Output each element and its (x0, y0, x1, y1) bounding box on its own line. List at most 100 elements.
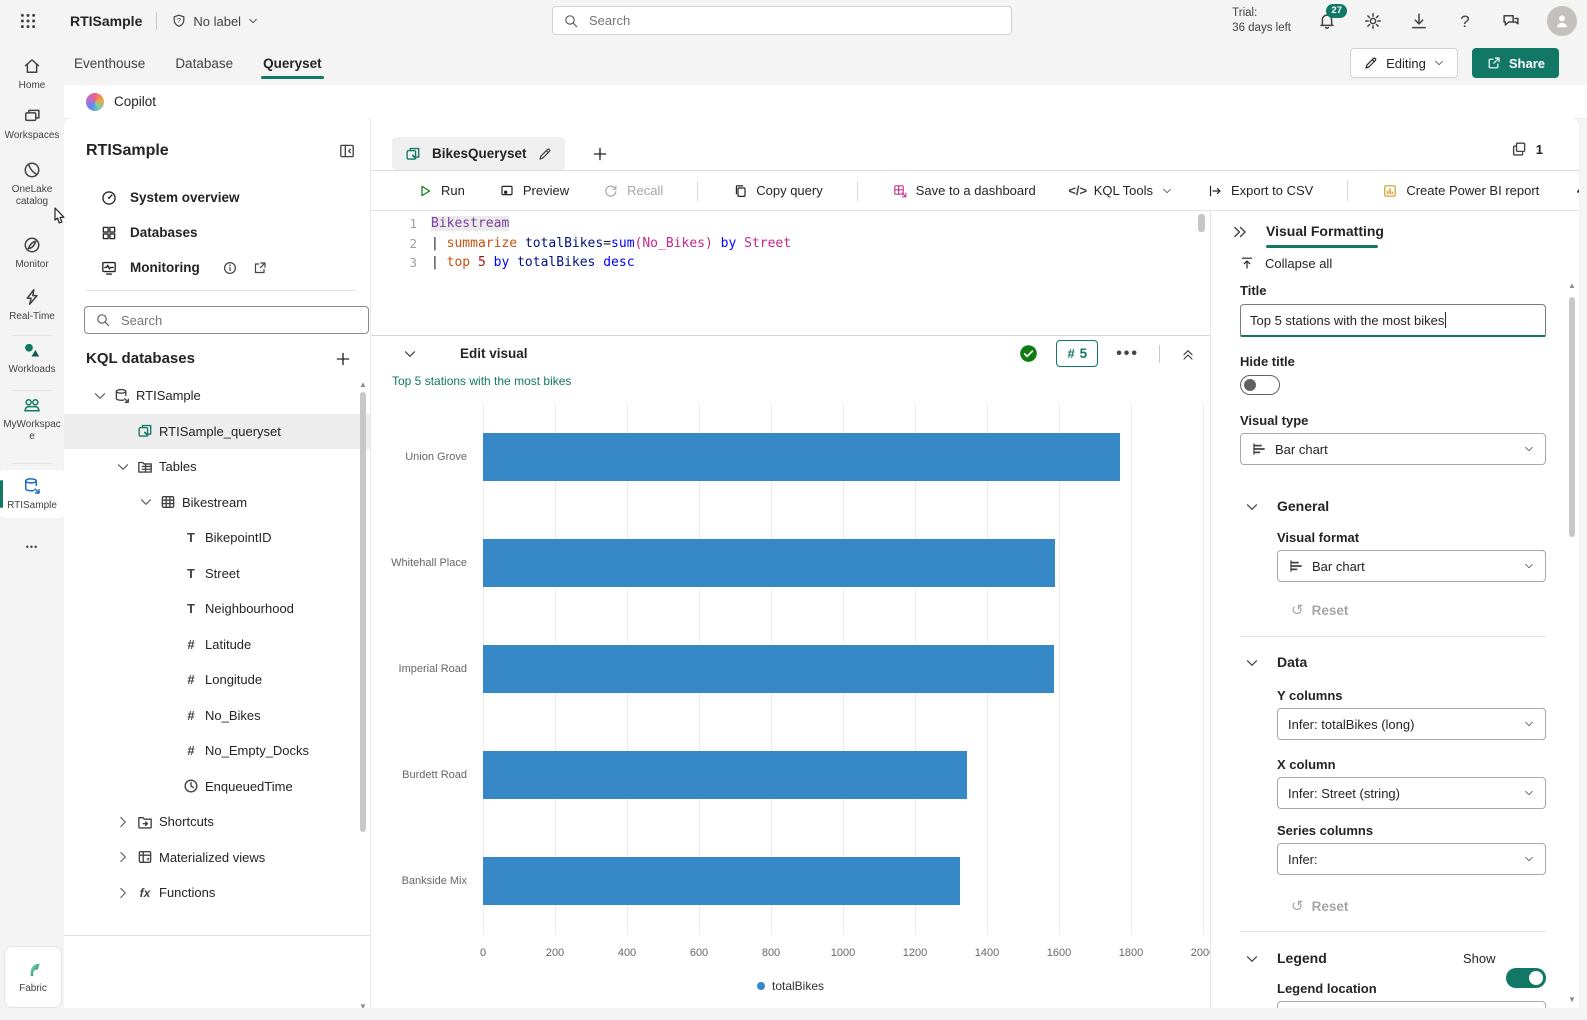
new-query-tab-icon[interactable] (591, 145, 609, 163)
downloads-button[interactable] (1409, 11, 1429, 31)
scroll-down-icon[interactable]: ▼ (1568, 995, 1576, 1004)
tree-item-tables[interactable]: Tables (64, 449, 370, 485)
chevron-right-icon[interactable] (115, 814, 131, 830)
settings-button[interactable] (1363, 11, 1383, 31)
chevron-down-icon[interactable] (115, 459, 131, 475)
tree-item-materialized-views[interactable]: Materialized views (64, 840, 370, 876)
avatar[interactable] (1547, 6, 1577, 36)
result-count-badge[interactable]: # 5 (1056, 340, 1099, 367)
legend-show-toggle[interactable] (1506, 968, 1546, 988)
rail-item-monitor[interactable]: Monitor (0, 235, 64, 271)
tree-item-shortcuts[interactable]: Shortcuts (64, 804, 370, 840)
toolbar-run-button[interactable]: Run (417, 183, 465, 199)
legend-location-dropdown[interactable] (1277, 1001, 1546, 1008)
tree-item-latitude[interactable]: # Latitude (64, 627, 370, 663)
code-line-3[interactable]: 3 | top 5 by totalBikes desc (371, 253, 1210, 273)
rail-item-fabric[interactable]: Fabric (4, 946, 62, 1008)
explorer-search[interactable] (84, 306, 369, 334)
scroll-up-icon[interactable]: ▲ (1568, 281, 1576, 290)
panel-scrollbar[interactable]: ▲ ▼ (1567, 281, 1577, 1008)
rail-item-rtisample[interactable]: RTISample (0, 470, 64, 518)
open-external-icon[interactable] (252, 260, 268, 276)
toolbar-recall-button[interactable]: Recall (603, 183, 663, 199)
tree-item-enqueuedtime[interactable]: EnqueuedTime (64, 769, 370, 805)
query-tab-biskesqueryset[interactable]: BikesQueryset (392, 137, 565, 170)
code-line-1[interactable]: 1 Bikestream (371, 214, 1210, 234)
feedback-button[interactable] (1501, 11, 1521, 31)
info-icon[interactable] (222, 260, 238, 276)
rail-item-onelake-catalog[interactable]: OneLake catalog (0, 160, 64, 208)
visual-type-dropdown[interactable]: Bar chart (1240, 433, 1546, 465)
tree-item-longitude[interactable]: # Longitude (64, 662, 370, 698)
tree-item-no-empty-docks[interactable]: # No_Empty_Docks (64, 733, 370, 769)
toolbar-create-power-bi-report-button[interactable]: Create Power BI report (1382, 183, 1539, 199)
hide-title-toggle[interactable] (1240, 375, 1280, 395)
tab-database[interactable]: Database (175, 56, 234, 71)
title-input[interactable]: Top 5 stations with the most bikes (1240, 304, 1546, 337)
collapse-panel-icon[interactable] (338, 142, 356, 160)
rail-item-myworkspace[interactable]: MyWorkspace (0, 395, 64, 443)
code-line-2[interactable]: 2 | summarize totalBikes=sum(No_Bikes) by… (371, 234, 1210, 254)
editor-scrollbar-thumb[interactable] (1198, 214, 1205, 232)
rail-item-home[interactable]: Home (0, 56, 64, 92)
visual-format-dropdown[interactable]: Bar chart (1277, 550, 1546, 582)
chevron-down-icon[interactable] (1244, 499, 1260, 515)
menu-item-databases[interactable]: Databases (64, 215, 370, 250)
tree-item-rtisample[interactable]: RTISample (64, 378, 370, 414)
menu-item-monitoring[interactable]: Monitoring (64, 250, 370, 285)
collapse-up-icon[interactable] (1180, 346, 1196, 362)
bar-bankside-mix[interactable] (483, 857, 960, 905)
rename-pencil-icon[interactable] (537, 146, 553, 162)
editing-mode-button[interactable]: Editing (1350, 48, 1458, 78)
tab-queryset[interactable]: Queryset (261, 50, 324, 79)
chevron-down-icon[interactable] (138, 494, 154, 510)
scrollbar-thumb[interactable] (360, 392, 366, 832)
tree-item-bikestream[interactable]: Bikestream (64, 485, 370, 521)
toolbar-kql-tools-button[interactable]: </> KQL Tools (1068, 183, 1173, 199)
kql-editor[interactable]: 1 Bikestream 2 | summarize totalBikes=sum(N… (371, 211, 1210, 336)
series-columns-dropdown[interactable]: Infer: (1277, 843, 1546, 875)
bar-whitehall-place[interactable] (483, 539, 1056, 587)
global-search[interactable] (552, 6, 1012, 35)
bar-burdett-road[interactable] (483, 751, 968, 799)
rail-item-workspaces[interactable]: Workspaces (0, 106, 64, 142)
explorer-search-input[interactable] (119, 311, 358, 329)
chevron-down-icon[interactable] (402, 346, 418, 362)
sensitivity-label-button[interactable]: ? No label (171, 13, 259, 29)
menu-item-system-overview[interactable]: System overview (64, 180, 370, 215)
scroll-up-icon[interactable]: ▲ (359, 380, 367, 389)
notifications-button[interactable]: 27 (1317, 4, 1347, 31)
chevron-right-icon[interactable] (115, 885, 131, 901)
chevron-down-icon[interactable] (92, 388, 108, 404)
toolbar-preview-button[interactable]: Preview (499, 183, 569, 199)
app-launcher-icon[interactable] (18, 11, 38, 31)
tree-item-street[interactable]: T Street (64, 556, 370, 592)
rail-item-real-time[interactable]: Real-Time (0, 287, 64, 323)
chevron-down-icon[interactable] (1244, 951, 1260, 967)
toolbar-save-to-a-dashboard-button[interactable]: Save to a dashboard (892, 183, 1036, 199)
rail-more-button[interactable]: ••• (0, 542, 64, 553)
toolbar-se-button[interactable]: Se (1573, 183, 1579, 199)
bar-union-grove[interactable] (483, 433, 1121, 481)
tree-item-neighbourhood[interactable]: T Neighbourhood (64, 591, 370, 627)
tree-item-functions[interactable]: fx Functions (64, 875, 370, 911)
toolbar-copy-query-button[interactable]: Copy query (732, 183, 823, 199)
global-search-input[interactable] (587, 12, 1001, 29)
copilot-bar[interactable]: Copilot (64, 85, 1587, 119)
reset-data-button[interactable]: ↺ Reset (1291, 898, 1349, 915)
bar-imperial-road[interactable] (483, 645, 1054, 693)
scroll-down-icon[interactable]: ▼ (359, 1002, 367, 1008)
tree-item-bikepointid[interactable]: T BikepointID (64, 520, 370, 556)
rail-item-workloads[interactable]: Workloads (0, 340, 64, 376)
reset-general-button[interactable]: ↺ Reset (1291, 602, 1349, 619)
chevron-down-icon[interactable] (1244, 655, 1260, 671)
tree-item-rtisample-queryset[interactable]: RTISample_queryset (64, 413, 370, 449)
x-column-dropdown[interactable]: Infer: Street (string) (1277, 777, 1546, 809)
help-button[interactable]: ? (1455, 11, 1475, 31)
more-options-icon[interactable]: ••• (1116, 344, 1139, 362)
y-columns-dropdown[interactable]: Infer: totalBikes (long) (1277, 708, 1546, 740)
collapse-right-icon[interactable] (1231, 223, 1249, 241)
tab-count[interactable]: 1 (1510, 140, 1543, 158)
chevron-right-icon[interactable] (115, 849, 131, 865)
toolbar-export-to-csv-button[interactable]: Export to CSV (1207, 183, 1313, 199)
